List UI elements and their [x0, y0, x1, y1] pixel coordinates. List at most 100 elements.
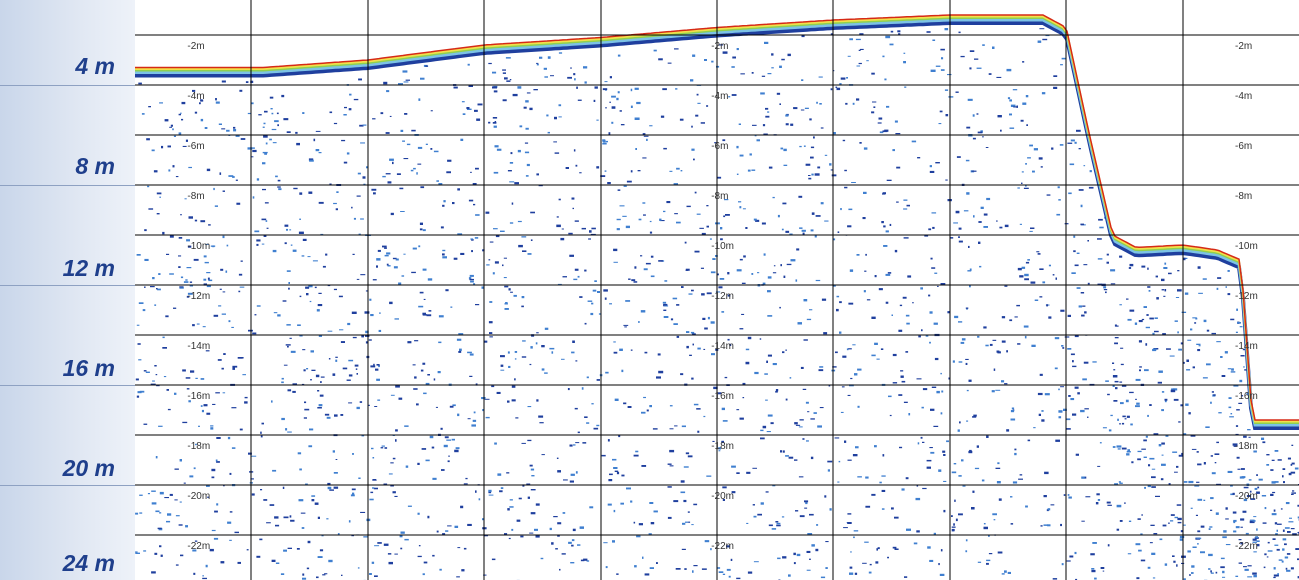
echo-return	[244, 401, 248, 404]
echo-return	[174, 468, 179, 470]
echo-return	[1072, 360, 1074, 363]
echo-return	[423, 298, 426, 300]
echo-return	[851, 182, 856, 183]
echo-return	[1282, 538, 1287, 541]
echo-return	[469, 274, 474, 277]
echo-return	[729, 343, 732, 346]
echo-return	[442, 256, 447, 259]
echo-return	[775, 521, 779, 523]
echo-return	[189, 475, 194, 478]
echo-return	[996, 481, 1001, 484]
echo-return	[278, 188, 282, 191]
echo-return	[189, 285, 193, 287]
echo-return	[801, 229, 806, 232]
echo-return	[527, 406, 532, 408]
echo-return	[1202, 278, 1207, 280]
echo-return	[997, 462, 1000, 465]
echo-return	[329, 489, 334, 491]
echo-return	[1042, 281, 1046, 284]
echo-return	[617, 189, 621, 191]
echo-return	[417, 512, 420, 515]
echo-return	[1112, 385, 1115, 387]
echo-return	[432, 477, 437, 480]
echo-return	[547, 56, 551, 59]
echo-return	[404, 425, 409, 427]
echo-return	[1121, 384, 1127, 387]
depth-tick-label: -14m	[187, 341, 210, 352]
echo-return	[1129, 263, 1134, 267]
echo-return	[1177, 517, 1182, 521]
echo-return	[948, 96, 954, 98]
echo-return	[986, 435, 989, 438]
echo-return	[468, 199, 474, 202]
echo-return	[673, 183, 678, 186]
echo-return	[392, 491, 396, 494]
echo-return	[863, 147, 868, 150]
echo-return	[1262, 441, 1266, 444]
echo-return	[172, 165, 175, 168]
echo-return	[730, 558, 733, 561]
echo-return	[1097, 283, 1103, 286]
echo-return	[1094, 577, 1097, 580]
echo-return	[865, 476, 869, 479]
echo-return	[862, 217, 866, 220]
echo-return	[788, 456, 794, 459]
echo-return	[308, 285, 313, 288]
echo-return	[1177, 521, 1182, 524]
echo-return	[1188, 480, 1194, 484]
echo-return	[474, 237, 479, 239]
echo-return	[669, 170, 673, 172]
echo-return	[236, 202, 241, 205]
echo-return	[833, 238, 836, 241]
echo-return	[311, 369, 316, 371]
echo-return	[1107, 504, 1112, 506]
echo-return	[1294, 467, 1299, 470]
echo-return	[571, 539, 575, 542]
echo-return	[549, 527, 552, 531]
echo-return	[1112, 362, 1115, 364]
echo-return	[455, 447, 460, 450]
echo-return	[653, 510, 658, 513]
echo-return	[1029, 230, 1033, 232]
echo-return	[842, 139, 846, 142]
echo-return	[614, 398, 619, 401]
echo-return	[1210, 455, 1213, 457]
echo-return	[663, 147, 667, 150]
echo-return	[650, 255, 654, 258]
echo-return	[169, 126, 172, 128]
echo-return	[1102, 570, 1105, 572]
echo-return	[1037, 392, 1043, 396]
echo-return	[634, 87, 639, 90]
echo-return	[1136, 402, 1140, 405]
echo-return	[137, 343, 141, 345]
echo-return	[1286, 553, 1291, 555]
echo-return	[1126, 298, 1129, 300]
echo-return	[896, 201, 899, 203]
echo-return	[690, 79, 694, 82]
echo-return	[551, 351, 554, 354]
echo-return	[903, 401, 908, 403]
echo-return	[277, 314, 281, 317]
echo-return	[231, 326, 234, 328]
echo-return	[271, 559, 276, 562]
echo-return	[238, 290, 241, 293]
echo-return	[180, 276, 184, 279]
echo-return	[1025, 95, 1029, 98]
echo-return	[811, 173, 814, 176]
echo-return	[469, 375, 473, 377]
echo-return	[577, 275, 580, 278]
echo-return	[747, 169, 751, 172]
echo-return	[928, 294, 931, 297]
echo-return	[522, 484, 525, 487]
echo-return	[156, 192, 162, 195]
echo-return	[634, 266, 637, 269]
echo-return	[999, 226, 1003, 229]
echo-return	[299, 295, 302, 298]
echo-return	[518, 497, 522, 500]
echo-return	[362, 124, 367, 126]
echo-return	[1232, 443, 1238, 446]
echo-return	[616, 573, 619, 575]
echo-return	[1203, 319, 1207, 323]
echo-return	[638, 218, 642, 221]
echo-return	[673, 323, 678, 325]
